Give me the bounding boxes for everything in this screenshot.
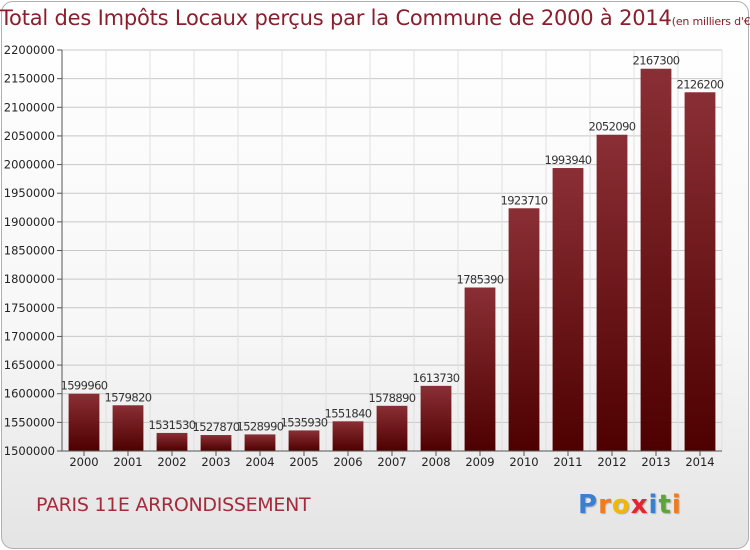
logo-letter: x — [630, 490, 649, 520]
value-label-2008: 1613730 — [412, 371, 459, 385]
x-tick-label-2008: 2008 — [421, 455, 450, 469]
value-label-2005: 1535930 — [280, 415, 327, 429]
value-label-2002: 1531530 — [148, 418, 195, 432]
x-tick-label-2005: 2005 — [289, 455, 318, 469]
y-tick-label: 2050000 — [4, 129, 55, 143]
bar-2001 — [112, 405, 144, 451]
value-label-2001: 1579820 — [104, 390, 151, 404]
y-tick-label: 1900000 — [4, 215, 55, 229]
x-tick-label-2007: 2007 — [377, 455, 406, 469]
y-tick-label: 2150000 — [4, 72, 55, 86]
x-tick-label-2009: 2009 — [465, 455, 494, 469]
y-tick-label: 1800000 — [4, 272, 55, 286]
value-label-2004: 1528990 — [236, 419, 283, 433]
logo-letter: r — [598, 490, 612, 520]
bar-2013 — [640, 68, 672, 452]
value-label-2013: 2167300 — [632, 54, 679, 68]
y-tick-label: 1550000 — [4, 415, 55, 429]
bar-2005 — [288, 430, 320, 451]
x-tick-label-2010: 2010 — [509, 455, 538, 469]
logo-letter: P — [578, 490, 599, 520]
x-tick-label-2000: 2000 — [69, 455, 98, 469]
y-tick-label: 2000000 — [4, 158, 55, 172]
x-tick-label-2001: 2001 — [113, 455, 142, 469]
value-label-2012: 2052090 — [588, 120, 635, 134]
bar-2006 — [332, 421, 364, 451]
bar-2008 — [420, 385, 452, 451]
logo-letter: o — [611, 490, 631, 520]
bar-2012 — [596, 134, 628, 451]
y-tick-label: 2100000 — [4, 100, 55, 114]
y-tick-label: 1500000 — [4, 444, 55, 458]
bar-2003 — [200, 435, 232, 451]
x-tick-label-2011: 2011 — [553, 455, 582, 469]
x-tick-label-2012: 2012 — [597, 455, 626, 469]
proxiti-logo: Proxiti — [578, 490, 682, 520]
chart-title: Total des Impôts Locaux perçus par la Co… — [0, 6, 750, 30]
logo-letter: i — [648, 490, 659, 520]
bar-2014 — [684, 92, 716, 451]
y-tick-label: 1950000 — [4, 186, 55, 200]
x-tick-label-2014: 2014 — [685, 455, 714, 469]
value-label-2009: 1785390 — [456, 273, 503, 287]
bar-2011 — [552, 168, 584, 451]
y-tick-label: 1850000 — [4, 244, 55, 258]
value-label-2011: 1993940 — [544, 153, 591, 167]
y-tick-label: 1750000 — [4, 301, 55, 315]
axis-layer: 1500000 1550000 1600000 1650000 1700000 17500… — [4, 43, 722, 469]
y-tick-label: 1600000 — [4, 387, 55, 401]
y-tick-label: 1650000 — [4, 358, 55, 372]
x-tick-label-2004: 2004 — [245, 455, 274, 469]
bar-2010 — [508, 208, 540, 451]
bar-2002 — [156, 432, 188, 451]
value-label-2006: 1551840 — [324, 406, 371, 420]
x-tick-label-2006: 2006 — [333, 455, 362, 469]
value-label-2010: 1923710 — [500, 193, 547, 207]
logo-letter: t — [658, 490, 672, 520]
bar-2007 — [376, 405, 408, 451]
value-label-2003: 1527870 — [192, 420, 239, 434]
x-tick-label-2003: 2003 — [201, 455, 230, 469]
bar-layer — [68, 68, 716, 452]
commune-name: PARIS 11E ARRONDISSEMENT — [36, 494, 311, 516]
value-label-2007: 1578890 — [368, 391, 415, 405]
bar-2000 — [68, 393, 100, 451]
logo-letter: i — [671, 490, 682, 520]
y-tick-label: 2200000 — [4, 43, 55, 57]
x-tick-label-2002: 2002 — [157, 455, 186, 469]
value-label-2014: 2126200 — [676, 77, 723, 91]
y-tick-label: 1700000 — [4, 329, 55, 343]
chart-title-unit: (en milliers d'€) — [671, 15, 750, 28]
bar-2009 — [464, 287, 496, 451]
chart-title-text: Total des Impôts Locaux perçus par la Co… — [0, 6, 672, 30]
x-tick-label-2013: 2013 — [641, 455, 670, 469]
bar-2004 — [244, 434, 276, 451]
value-label-2000: 1599960 — [60, 379, 107, 393]
